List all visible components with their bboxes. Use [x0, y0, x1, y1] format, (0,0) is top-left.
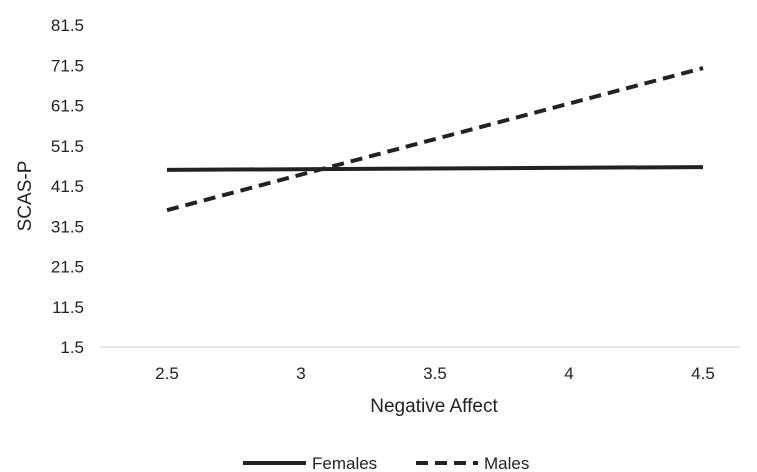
x-axis-label: Negative Affect	[370, 396, 498, 417]
y-tick-label: 31.5	[51, 217, 84, 236]
series-line-females	[166, 165, 704, 172]
x-axis-ticks: 2.5 3 3.5 4 4.5	[155, 364, 715, 383]
y-tick-label: 41.5	[51, 177, 84, 196]
y-tick-label: 11.5	[52, 298, 84, 317]
y-axis-label: SCAS-P	[15, 161, 36, 232]
series-lines	[166, 66, 704, 213]
x-tick-label: 3	[296, 364, 305, 383]
y-tick-label: 1.5	[60, 338, 84, 357]
legend-label-males: Males	[484, 454, 529, 472]
series-line-males	[166, 66, 704, 213]
legend: Females Males	[243, 454, 529, 472]
y-tick-label: 61.5	[51, 97, 84, 116]
y-tick-label: 71.5	[51, 56, 84, 75]
y-tick-label: 51.5	[51, 137, 84, 156]
y-tick-label: 81.5	[51, 16, 84, 35]
y-axis-ticks: 1.5 11.5 21.5 31.5 41.5 51.5 61.5 71.5 81.5	[51, 16, 84, 357]
legend-item-females: Females	[243, 454, 377, 472]
x-tick-label: 4.5	[691, 364, 715, 383]
x-tick-label: 4	[564, 364, 573, 383]
y-tick-label: 21.5	[51, 258, 84, 277]
legend-item-males: Males	[416, 454, 529, 472]
x-tick-label: 3.5	[423, 364, 447, 383]
x-tick-label: 2.5	[155, 364, 179, 383]
legend-label-females: Females	[312, 454, 377, 472]
